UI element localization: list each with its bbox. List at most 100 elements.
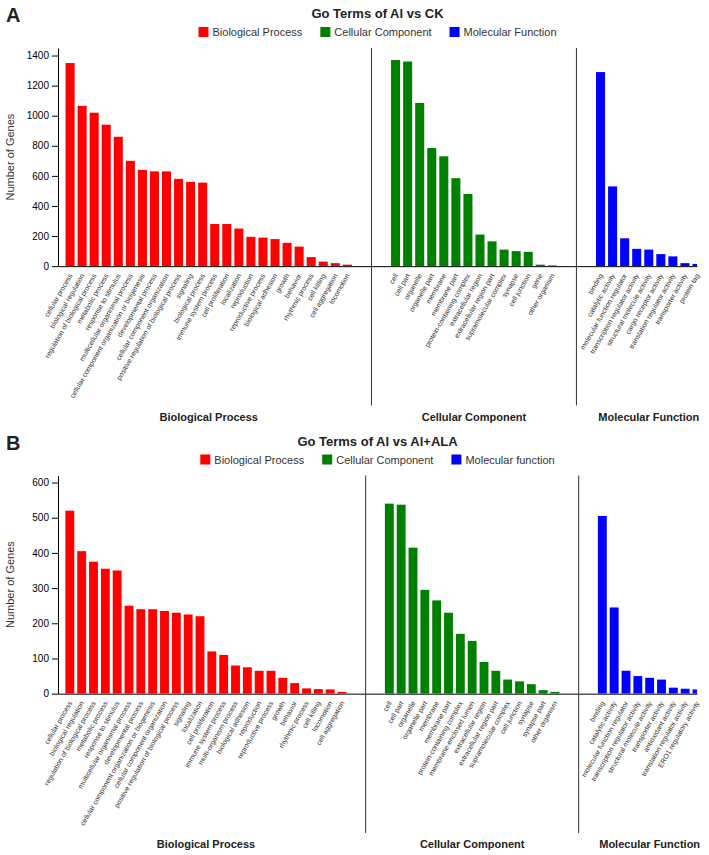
section-label: Biological Process xyxy=(157,838,255,850)
x-tick: ERO1 regulatory activity xyxy=(657,699,702,769)
x-tick: cell xyxy=(388,272,400,285)
section-label: Biological Process xyxy=(159,411,257,423)
bars xyxy=(66,60,697,266)
bar xyxy=(207,651,216,693)
bar xyxy=(415,103,424,266)
bar xyxy=(475,235,484,267)
bar xyxy=(645,678,654,694)
bar xyxy=(246,237,255,266)
x-tick: protein tag xyxy=(678,272,702,305)
bar xyxy=(231,666,240,694)
y-tick-mark xyxy=(52,56,58,57)
bar xyxy=(314,689,323,694)
legend-swatch xyxy=(198,27,208,37)
bar xyxy=(234,229,243,267)
x-tick: cellular component organization xyxy=(113,700,169,790)
y-axis: 0200400600800100012001400 xyxy=(27,49,59,272)
x-tick-label: immune system process xyxy=(174,272,219,342)
legend-label: Biological Process xyxy=(212,26,302,38)
x-tick-label: other organism xyxy=(526,272,556,317)
y-tick-label: 200 xyxy=(32,618,49,629)
section-divider xyxy=(365,476,366,834)
bar xyxy=(551,692,560,694)
panel-label: B xyxy=(6,432,20,454)
panel: AGo Terms of Al vs CKBiological ProcessC… xyxy=(4,4,702,423)
bar xyxy=(343,265,352,267)
y-tick-mark xyxy=(52,176,58,177)
y-tick-mark xyxy=(52,658,58,659)
x-tick-label: reproductive process xyxy=(236,699,276,760)
bar xyxy=(174,179,183,266)
y-axis-title: Number of Genes xyxy=(4,541,16,628)
bar xyxy=(622,671,631,694)
y-tick-label: 400 xyxy=(32,201,49,212)
y-tick: 200 xyxy=(32,618,58,629)
y-tick-mark xyxy=(52,623,58,624)
bar xyxy=(439,156,448,266)
y-tick: 1400 xyxy=(27,50,58,61)
x-tick: other organism xyxy=(529,700,559,745)
bar xyxy=(656,254,665,266)
bar xyxy=(668,256,677,266)
x-axis: cellular processbiological regulationreg… xyxy=(43,694,702,827)
bar xyxy=(186,182,195,266)
bar xyxy=(681,689,690,694)
y-tick: 600 xyxy=(32,477,58,488)
y-tick-mark xyxy=(52,266,58,267)
x-tick-label: supramolecular complex xyxy=(467,699,512,769)
section-divider xyxy=(578,476,579,834)
y-tick-label: 1000 xyxy=(27,110,50,121)
bar xyxy=(403,62,412,267)
y-axis-line xyxy=(58,49,59,267)
legend-swatch xyxy=(450,27,460,37)
y-tick: 600 xyxy=(32,171,58,182)
y-tick-label: 500 xyxy=(32,512,49,523)
bar xyxy=(491,671,500,694)
x-tick-label: biological adhesion xyxy=(243,272,280,328)
bar xyxy=(243,667,252,693)
bar xyxy=(432,600,441,693)
legend-item: Molecular function xyxy=(451,454,554,466)
x-tick: molecular function regulator xyxy=(580,699,630,778)
panel-label: A xyxy=(6,4,20,26)
bar xyxy=(488,241,497,266)
bar xyxy=(527,684,536,694)
bar xyxy=(319,262,328,267)
bar xyxy=(270,239,279,266)
bar xyxy=(283,243,292,266)
x-tick-label: protein tag xyxy=(678,272,702,305)
bar xyxy=(409,548,418,694)
bar xyxy=(385,504,394,694)
bar xyxy=(610,607,619,693)
bars xyxy=(65,504,697,694)
y-axis-title: Number of Genes xyxy=(4,113,16,200)
section-label: Cellular Component xyxy=(420,838,525,850)
y-tick-mark xyxy=(52,116,58,117)
bar xyxy=(222,224,231,266)
y-tick-mark xyxy=(52,518,58,519)
legend-item: Biological Process xyxy=(200,454,304,466)
bar xyxy=(102,125,111,266)
x-tick: translation regulator activity xyxy=(628,272,678,350)
bar xyxy=(114,137,123,266)
bar xyxy=(331,263,340,266)
bar xyxy=(162,171,171,266)
bar xyxy=(138,170,147,266)
y-tick-mark xyxy=(52,236,58,237)
legend-label: Biological Process xyxy=(214,454,304,466)
y-tick: 400 xyxy=(32,201,58,212)
bar xyxy=(500,250,509,267)
legend-item: Molecular Function xyxy=(450,26,557,38)
y-tick-mark xyxy=(52,588,58,589)
title: Go Terms of Al vs Al+ALA xyxy=(297,434,458,449)
y-tick-mark xyxy=(52,86,58,87)
bar xyxy=(548,265,557,266)
bar xyxy=(196,616,205,693)
bar xyxy=(184,614,193,693)
x-tick: cell junction xyxy=(507,272,532,308)
y-tick: 0 xyxy=(43,261,58,272)
bar xyxy=(258,238,267,267)
bar xyxy=(468,641,477,694)
x-tick-label: locomotion xyxy=(328,272,351,305)
bar xyxy=(172,613,181,694)
